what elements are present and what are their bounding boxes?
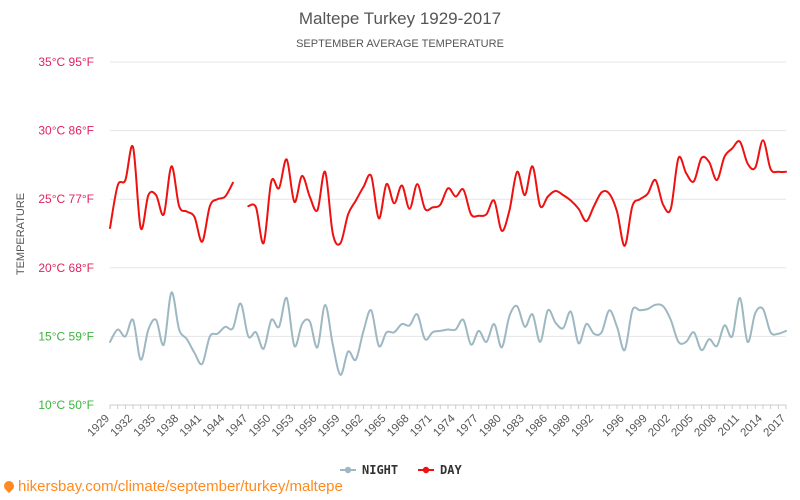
- x-tick-label: 2017: [762, 413, 789, 440]
- legend-label: DAY: [440, 463, 462, 477]
- x-tick-label: 1929: [86, 413, 113, 440]
- y-tick-label: 25°C 77°F: [38, 192, 94, 206]
- x-tick-label: 1962: [339, 413, 366, 440]
- x-tick-label: 1950: [247, 413, 274, 440]
- x-tick-label: 1999: [623, 413, 650, 440]
- location-pin-icon: [1, 478, 17, 494]
- y-tick-label: 35°C 95°F: [38, 55, 94, 69]
- x-tick-label: 1968: [385, 413, 412, 440]
- y-tick-label: 10°C 50°F: [38, 398, 94, 412]
- x-axis-ticks: 1929193219351938194119441947195019531956…: [86, 404, 789, 440]
- legend-marker: [344, 466, 352, 474]
- chart-subtitle: SEPTEMBER AVERAGE TEMPERATURE: [296, 38, 504, 50]
- y-tick-label: 15°C 59°F: [38, 329, 94, 343]
- x-tick-label: 2014: [738, 412, 765, 439]
- x-tick-label: 1974: [431, 412, 458, 439]
- legend-item-night[interactable]: NIGHT: [340, 463, 398, 477]
- chart-title: Maltepe Turkey 1929-2017: [299, 9, 501, 28]
- legend-item-day[interactable]: DAY: [418, 463, 462, 477]
- y-axis-label: TEMPERATURE: [15, 193, 27, 275]
- source-url: hikersbay.com/climate/september/turkey/m…: [18, 478, 343, 495]
- x-tick-label: 1986: [523, 413, 550, 440]
- day-series-line: [109, 144, 234, 243]
- series-lines: [109, 139, 787, 376]
- x-tick-label: 1953: [270, 413, 297, 440]
- y-axis-ticks: 35°C 95°F 30°C 86°F 25°C 77°F 20°C 68°F 15°C…: [38, 55, 94, 412]
- legend-marker: [422, 466, 430, 474]
- x-tick-label: 1989: [546, 413, 573, 440]
- x-tick-label: 1941: [178, 413, 205, 440]
- grid-lines: [110, 61, 786, 406]
- x-tick-label: 1977: [454, 413, 481, 440]
- x-tick-label: 1932: [109, 413, 136, 440]
- day-series-line: [247, 139, 787, 247]
- source-link[interactable]: hikersbay.com/climate/september/turkey/m…: [1, 478, 343, 495]
- x-tick-label: 1983: [500, 413, 527, 440]
- night-series-line: [109, 291, 787, 376]
- x-tick-label: 1938: [155, 413, 182, 440]
- x-tick-label: 2005: [669, 413, 696, 440]
- x-tick-label: 2011: [716, 413, 742, 439]
- x-tick-label: 1992: [569, 413, 596, 440]
- y-tick-label: 30°C 86°F: [38, 124, 94, 138]
- x-tick-label: 1965: [362, 413, 389, 440]
- x-tick-label: 1956: [293, 413, 320, 440]
- x-tick-label: 1996: [600, 413, 627, 440]
- legend-label: NIGHT: [362, 463, 398, 477]
- x-tick-label: 1980: [477, 413, 504, 440]
- x-tick-label: 1971: [408, 413, 435, 440]
- x-tick-label: 1935: [132, 413, 159, 440]
- x-tick-label: 1947: [224, 413, 251, 440]
- y-tick-label: 20°C 68°F: [38, 261, 94, 275]
- x-tick-label: 2008: [692, 413, 719, 440]
- x-tick-label: 1944: [201, 412, 228, 439]
- x-tick-label: 1959: [316, 413, 343, 440]
- x-tick-label: 2002: [646, 413, 673, 440]
- legend[interactable]: NIGHT DAY: [340, 463, 462, 477]
